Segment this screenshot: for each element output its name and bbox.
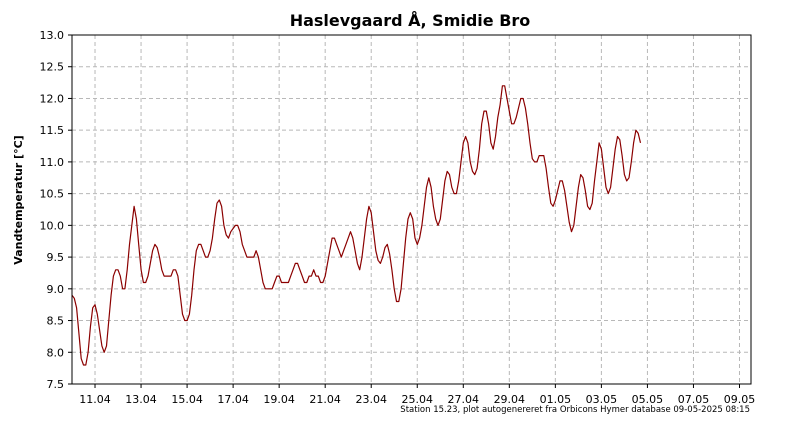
y-tick-label: 10.0: [40, 219, 65, 232]
x-tick-label: 27.04: [448, 393, 480, 406]
x-axis-ticks: 11.04 13.04 15.04 17.04 19.04 21.04 23.04 25.04…: [79, 384, 755, 406]
y-tick-label: 12.0: [40, 92, 65, 105]
x-tick-label: 03.05: [586, 393, 618, 406]
x-tick-label: 25.04: [402, 393, 434, 406]
x-tick-label: 21.04: [309, 393, 341, 406]
x-tick-label: 09.05: [724, 393, 756, 406]
y-tick-label: 10.5: [40, 188, 65, 201]
y-tick-label: 11.5: [40, 124, 65, 137]
x-tick-label: 17.04: [217, 393, 249, 406]
series-layer: [71, 85, 642, 366]
x-tick-label: 01.05: [540, 393, 572, 406]
y-axis-label: Vandtemperatur [°C]: [12, 135, 25, 264]
x-tick-label: 15.04: [171, 393, 203, 406]
x-tick-label: 07.05: [678, 393, 710, 406]
y-tick-label: 7.5: [47, 378, 65, 391]
grid-lines: [72, 35, 751, 384]
y-tick-label: 8.5: [47, 315, 65, 328]
x-tick-label: 29.04: [494, 393, 526, 406]
x-tick-label: 13.04: [125, 393, 157, 406]
x-tick-label: 23.04: [355, 393, 387, 406]
y-tick-label: 9.5: [47, 251, 65, 264]
y-axis-ticks: 7.5 8.0 8.5 9.0 9.5 10.0 10.5 11.0 11.5 12.0 12.5 1…: [40, 29, 72, 391]
y-tick-label: 8.0: [47, 346, 65, 359]
x-tick-label: 11.04: [79, 393, 111, 406]
y-tick-label: 12.5: [40, 61, 65, 74]
series-line: [71, 85, 642, 366]
y-tick-label: 9.0: [47, 283, 65, 296]
x-tick-label: 05.05: [632, 393, 664, 406]
footer-note: Station 15.23, plot autogenereret fra Or…: [400, 405, 750, 415]
y-tick-label: 11.0: [40, 156, 65, 169]
x-tick-label: 19.04: [263, 393, 295, 406]
y-tick-label: 13.0: [40, 29, 65, 42]
chart-title: Haslevgaard Å, Smidie Bro: [290, 11, 531, 30]
plot-frame: [71, 34, 752, 385]
